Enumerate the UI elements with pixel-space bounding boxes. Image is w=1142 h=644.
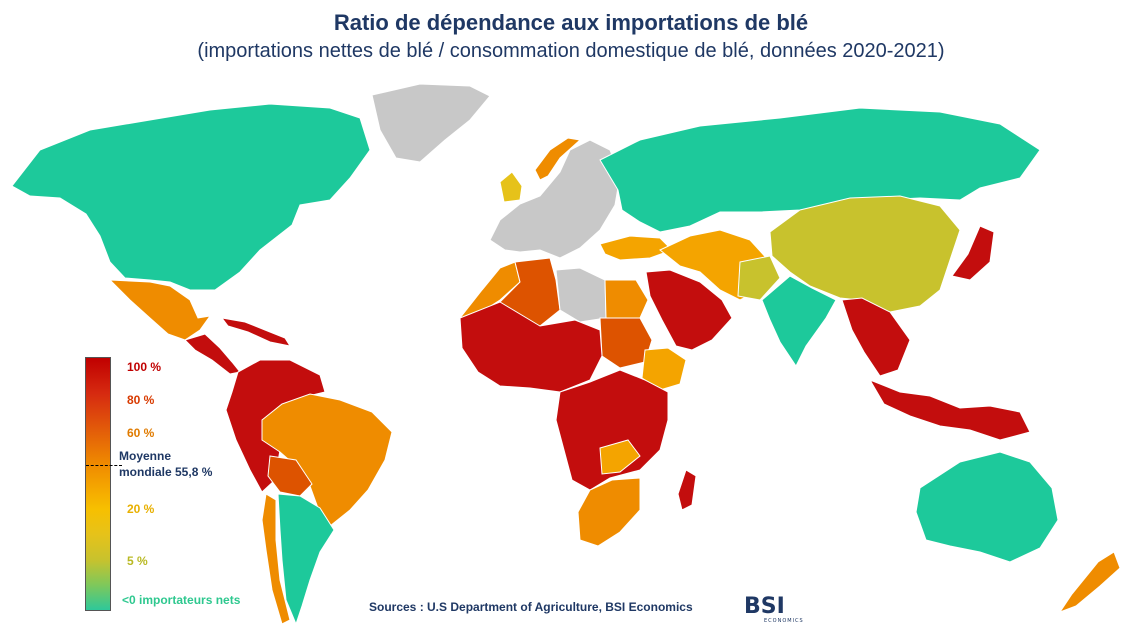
region-india xyxy=(761,275,837,367)
region-united-kingdom xyxy=(499,171,523,203)
region-russia-kazakhstan xyxy=(599,107,1041,233)
region-argentina-uruguay xyxy=(277,493,335,626)
region-japan-korea xyxy=(951,225,995,281)
legend-color-scale xyxy=(85,357,111,611)
bsi-logo: BSI ECONOMICS xyxy=(744,594,804,624)
region-china-mongolia xyxy=(769,195,961,313)
region-southern-africa xyxy=(577,477,641,547)
region-pakistan xyxy=(737,255,781,301)
region-australia xyxy=(915,451,1059,563)
region-norway xyxy=(534,137,582,181)
region-madagascar xyxy=(677,469,697,511)
legend-label-net-exporters: <0 importateurs nets xyxy=(122,593,241,607)
region-caribbean xyxy=(220,317,292,347)
region-west-africa xyxy=(459,301,603,393)
region-egypt xyxy=(604,279,649,319)
region-arabian-peninsula xyxy=(645,269,733,351)
region-brazil xyxy=(261,393,393,527)
region-chile xyxy=(261,493,291,625)
map-subtitle: (importations nettes de blé / consommati… xyxy=(197,40,945,62)
source-note: Sources : U.S Department of Agriculture,… xyxy=(369,600,693,614)
map-title: Ratio de dépendance aux importations de … xyxy=(333,10,809,35)
region-ethiopia xyxy=(641,347,687,391)
region-new-zealand xyxy=(1058,551,1121,614)
legend-label-5: 5 % xyxy=(127,554,148,568)
legend-label-60: 60 % xyxy=(127,426,155,440)
legend-label-20: 20 % xyxy=(127,502,155,516)
legend-average-label: Moyenne mondiale 55,8 % xyxy=(119,449,213,479)
region-zambia xyxy=(599,439,641,475)
legend-average-marker xyxy=(86,465,122,466)
region-greenland xyxy=(371,83,491,163)
region-central-africa xyxy=(555,369,669,491)
region-mexico xyxy=(108,279,212,341)
region-central-america xyxy=(184,333,241,375)
region-north-america xyxy=(11,103,371,291)
region-libya xyxy=(555,267,607,323)
region-turkey xyxy=(599,235,673,261)
region-indonesia-philippines xyxy=(868,378,1031,441)
region-southeast-asia xyxy=(841,297,911,377)
legend-label-80: 80 % xyxy=(127,393,155,407)
legend-label-100: 100 % xyxy=(127,360,162,374)
